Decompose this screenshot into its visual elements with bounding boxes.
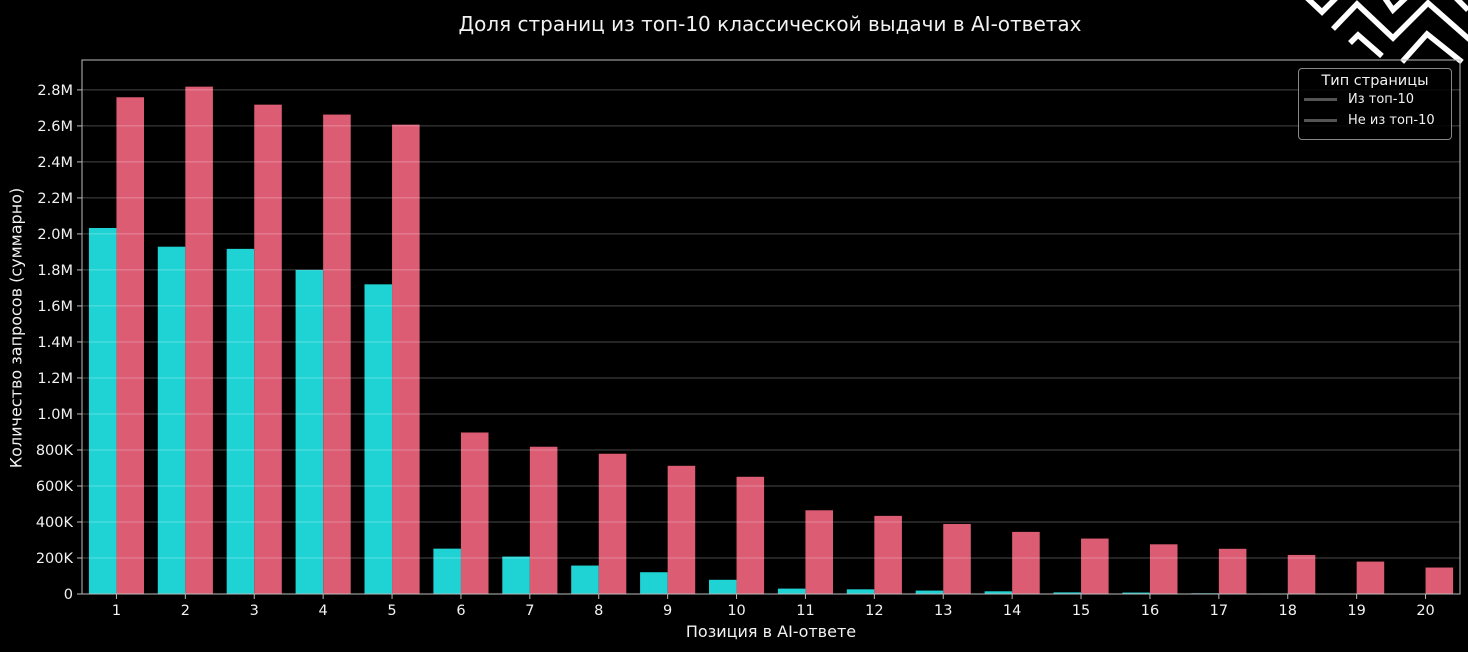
bar-top10-10 [708, 579, 737, 594]
y-tick-label: 2.8M [37, 83, 73, 99]
bar-not-top10-2 [185, 86, 213, 594]
x-tick-label: 6 [456, 603, 465, 619]
bar-not-top10-12 [874, 515, 902, 594]
bar-top10-13 [915, 590, 944, 594]
bar-top10-16 [1122, 592, 1150, 594]
bar-not-top10-7 [529, 446, 558, 594]
bar-not-top10-20 [1425, 567, 1454, 594]
x-tick-label: 18 [1279, 603, 1297, 619]
x-tick-label: 8 [594, 603, 603, 619]
y-tick-label: 1.0M [37, 407, 73, 423]
bar-top10-12 [846, 589, 875, 594]
bar-top10-14 [984, 591, 1013, 594]
x-tick-label: 1 [112, 603, 121, 619]
legend-line-icon [1304, 119, 1337, 122]
bar-top10-2 [157, 246, 186, 594]
bar-not-top10-17 [1218, 548, 1247, 594]
legend: Тип страницы Из топ-10 Не из топ-10 [1298, 68, 1452, 140]
legend-title: Тип страницы [1321, 73, 1429, 89]
bar-top10-7 [502, 556, 530, 594]
x-tick-label: 14 [1003, 603, 1021, 619]
x-tick-label: 4 [319, 603, 328, 619]
bar-not-top10-1 [116, 97, 145, 594]
x-tick-label: 19 [1347, 603, 1365, 619]
bar-not-top10-11 [805, 510, 834, 594]
x-tick-label: 17 [1210, 603, 1228, 619]
y-tick-label: 1.6M [37, 299, 73, 315]
bar-top10-5 [364, 284, 393, 594]
x-tick-label: 9 [663, 603, 672, 619]
bar-top10-9 [640, 572, 668, 594]
bar-top10-15 [1053, 592, 1082, 594]
plot-frame [81, 59, 1461, 595]
bar-not-top10-5 [392, 124, 420, 594]
legend-item-top10: Из топ-10 [1299, 89, 1451, 110]
bar-not-top10-19 [1356, 561, 1385, 594]
bar-not-top10-3 [254, 104, 282, 595]
x-tick-label: 5 [387, 603, 396, 619]
y-tick-label: 0 [64, 587, 73, 603]
bar-not-top10-15 [1081, 538, 1109, 594]
x-axis-label: Позиция в AI-ответе [685, 622, 857, 641]
bar-top10-11 [777, 588, 806, 594]
bar-not-top10-18 [1287, 554, 1316, 594]
y-tick-label: 2.6M [37, 119, 73, 135]
bar-not-top10-4 [323, 114, 351, 595]
y-tick-label: 200K [36, 551, 74, 567]
y-tick-label: 1.8M [37, 263, 73, 279]
legend-label: Из топ-10 [1348, 92, 1415, 107]
legend-label: Не из топ-10 [1348, 113, 1435, 128]
bar-top10-6 [433, 548, 461, 594]
y-tick-label: 600K [36, 479, 74, 495]
bar-top10-4 [295, 269, 324, 594]
x-tick-label: 11 [796, 603, 814, 619]
bar-not-top10-14 [1012, 531, 1040, 594]
x-tick-label: 13 [934, 603, 952, 619]
bar-not-top10-16 [1149, 544, 1178, 594]
y-tick-label: 2.4M [37, 155, 73, 171]
bar-not-top10-8 [598, 453, 627, 594]
y-tick-label: 400K [36, 515, 74, 531]
bar-top10-8 [571, 565, 599, 594]
chart-title: Доля страниц из топ-10 классической выда… [458, 12, 1082, 36]
y-tick-label: 2.2M [37, 191, 73, 207]
y-tick-label: 1.4M [37, 335, 73, 351]
y-tick-label: 2.0M [37, 227, 73, 243]
y-tick-label: 800K [36, 443, 74, 459]
x-tick-label: 3 [250, 603, 259, 619]
x-tick-label: 7 [525, 603, 534, 619]
bar-not-top10-6 [460, 432, 489, 594]
y-axis-label: Количество запросов (суммарно) [6, 187, 26, 469]
x-tick-label: 16 [1141, 603, 1159, 619]
bar-top10-3 [226, 248, 255, 595]
plot-area: 0 200K 400K 600K 800K 1.0M 1.2M 1.4M 1.6M 1.8M 2.0… [36, 59, 1461, 619]
y-tick-label: 1.2M [37, 371, 73, 387]
bar-not-top10-13 [943, 523, 971, 594]
bar-not-top10-10 [736, 476, 765, 594]
legend-item-not-top10: Не из топ-10 [1299, 110, 1451, 131]
x-tick-label: 15 [1072, 603, 1090, 619]
bar-top10-1 [88, 227, 117, 594]
x-tick-label: 12 [865, 603, 883, 619]
legend-line-icon [1304, 98, 1337, 101]
zigzag-pattern-icon [1305, 0, 1468, 65]
x-tick-label: 2 [181, 603, 190, 619]
x-tick-label: 20 [1416, 603, 1434, 619]
bar-not-top10-9 [667, 465, 696, 594]
x-tick-label: 10 [727, 603, 745, 619]
